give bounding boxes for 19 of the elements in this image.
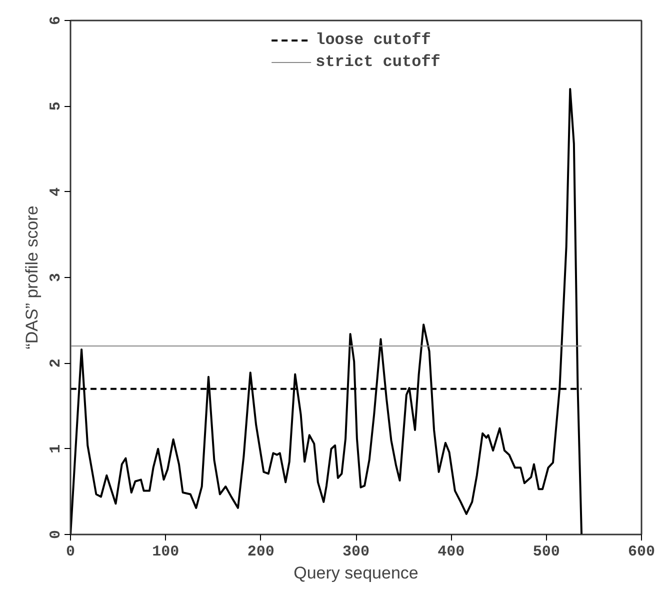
x-tick-label: 0	[66, 544, 76, 560]
legend-label: loose cutoff	[316, 31, 431, 49]
x-tick-label: 300	[342, 544, 370, 560]
y-tick-label: 2	[48, 358, 64, 368]
legend-label: strict cutoff	[316, 53, 440, 71]
x-tick-label: 400	[438, 544, 465, 560]
x-tick-label: 100	[152, 544, 180, 560]
x-tick-label: 200	[247, 544, 274, 560]
x-tick-label: 500	[532, 544, 560, 560]
y-tick-label: 0	[48, 530, 64, 539]
y-tick-label: 3	[48, 272, 64, 282]
line-series	[70, 88, 583, 534]
y-tick-label: 6	[48, 16, 64, 25]
y-tick-label: 4	[48, 187, 64, 196]
y-tick-label: 1	[48, 444, 64, 454]
x-tick-label: 600	[628, 544, 656, 560]
y-axis-title: “DAS” profile score	[22, 206, 42, 350]
x-axis-title: Query sequence	[294, 564, 418, 582]
y-tick-label: 5	[48, 102, 64, 111]
